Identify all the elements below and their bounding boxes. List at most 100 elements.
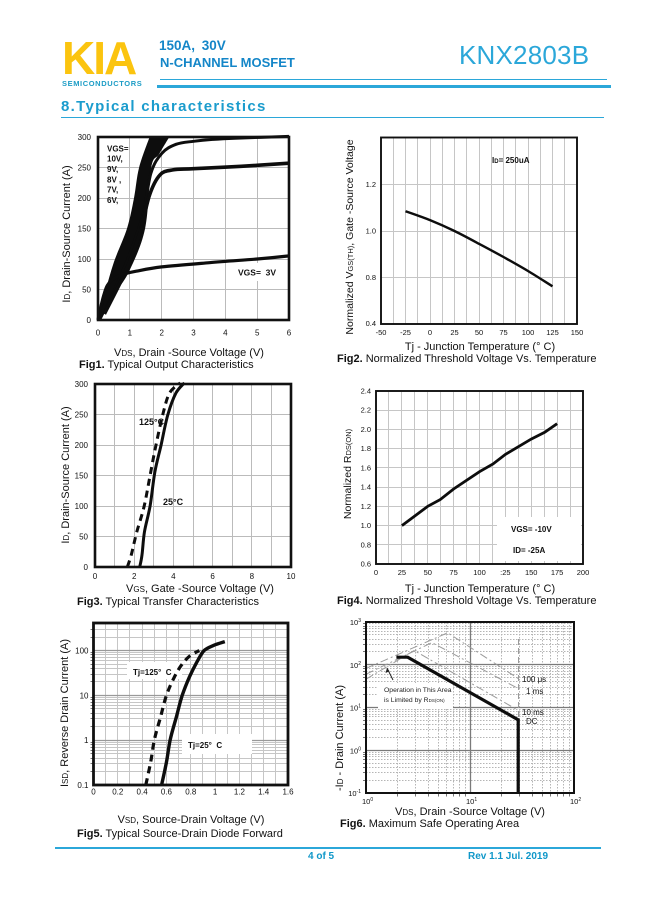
svg-text:1: 1 xyxy=(84,736,89,745)
svg-text:0.1: 0.1 xyxy=(77,781,89,790)
svg-text:0.2: 0.2 xyxy=(112,788,124,797)
svg-text:150: 150 xyxy=(78,225,92,234)
svg-text:VGS, Gate -Source Voltage (V): VGS, Gate -Source Voltage (V) xyxy=(126,583,274,595)
svg-text:1.2: 1.2 xyxy=(361,502,371,511)
svg-text:175: 175 xyxy=(551,568,564,577)
svg-text:6: 6 xyxy=(287,329,292,338)
svg-text:103: 103 xyxy=(350,618,361,627)
svg-text:25: 25 xyxy=(450,328,458,337)
svg-text:10 ms: 10 ms xyxy=(522,708,544,717)
svg-text:50: 50 xyxy=(79,533,88,542)
svg-text:5: 5 xyxy=(255,329,260,338)
svg-text:Fig3. Typical Transfer Charact: Fig3. Typical Transfer Characteristics xyxy=(77,596,259,608)
svg-text:3: 3 xyxy=(191,329,196,338)
svg-text:-50: -50 xyxy=(376,328,387,337)
svg-text:Tj - Junction Temperature (° C: Tj - Junction Temperature (° C) xyxy=(405,583,555,595)
svg-text:102: 102 xyxy=(570,797,581,806)
svg-text:50: 50 xyxy=(475,328,483,337)
svg-text:1 ms: 1 ms xyxy=(526,687,543,696)
svg-text:-ID - Drain Current (A): -ID - Drain Current (A) xyxy=(334,685,346,791)
svg-text:2.0: 2.0 xyxy=(361,425,371,434)
svg-text:100: 100 xyxy=(362,797,373,806)
svg-text:6: 6 xyxy=(210,572,215,581)
svg-text:10: 10 xyxy=(287,572,296,581)
svg-text:1.0: 1.0 xyxy=(361,521,371,530)
svg-text:50: 50 xyxy=(82,286,91,295)
svg-text:100 μs: 100 μs xyxy=(522,675,546,684)
svg-text:200: 200 xyxy=(78,194,92,203)
svg-text:0: 0 xyxy=(91,788,96,797)
svg-text:1.4: 1.4 xyxy=(361,483,371,492)
svg-text:10: 10 xyxy=(80,691,89,700)
svg-text:Tj=125° C: Tj=125° C xyxy=(133,668,172,677)
svg-text:75: 75 xyxy=(499,328,507,337)
svg-text:0: 0 xyxy=(84,563,89,572)
svg-text:Normalized RDS(ON): Normalized RDS(ON) xyxy=(342,428,354,519)
svg-text:Fig1. Typical Output Character: Fig1. Typical Output Characteristics xyxy=(79,359,254,371)
svg-text:ID, Drain-Source Current (A): ID, Drain-Source Current (A) xyxy=(60,406,72,543)
svg-text:VGS= 3V: VGS= 3V xyxy=(238,268,276,278)
svg-text:2.4: 2.4 xyxy=(361,387,371,396)
svg-text:0: 0 xyxy=(428,328,432,337)
svg-text:300: 300 xyxy=(78,133,92,142)
svg-text:0.4: 0.4 xyxy=(137,788,149,797)
svg-text:102: 102 xyxy=(350,661,361,670)
svg-text:Tj=25° C: Tj=25° C xyxy=(188,741,222,750)
svg-text:100: 100 xyxy=(78,255,92,264)
svg-text:Operation in This Area: Operation in This Area xyxy=(384,687,452,694)
svg-text:4: 4 xyxy=(171,572,176,581)
svg-text:25: 25 xyxy=(398,568,406,577)
svg-text:Normalized VGS(TH), Gate -Sour: Normalized VGS(TH), Gate -Source Voltage xyxy=(344,139,356,334)
svg-text:100: 100 xyxy=(522,328,535,337)
svg-text:1: 1 xyxy=(128,329,133,338)
svg-text:25°C: 25°C xyxy=(163,497,184,507)
svg-text::25: :25 xyxy=(500,568,510,577)
svg-text:ID= -25A: ID= -25A xyxy=(513,546,545,555)
svg-text:100: 100 xyxy=(350,746,361,755)
svg-text:125: 125 xyxy=(546,328,559,337)
svg-text:300: 300 xyxy=(75,380,89,389)
svg-text:0.6: 0.6 xyxy=(161,788,173,797)
svg-text:ID, Drain-Source Current (A): ID, Drain-Source Current (A) xyxy=(61,165,73,302)
svg-text:VDS, Drain -Source Voltage (V): VDS, Drain -Source Voltage (V) xyxy=(395,806,545,818)
svg-text:100: 100 xyxy=(75,647,89,656)
svg-text:1.4: 1.4 xyxy=(258,788,270,797)
svg-text:2: 2 xyxy=(132,572,137,581)
svg-text:Fig4. Normalized Threshold Vol: Fig4. Normalized Threshold Voltage Vs. T… xyxy=(337,595,596,607)
svg-text:100: 100 xyxy=(473,568,486,577)
svg-text:10V,: 10V, xyxy=(107,155,123,164)
svg-text:0: 0 xyxy=(93,572,98,581)
svg-text:0: 0 xyxy=(96,329,101,338)
svg-text:2.2: 2.2 xyxy=(361,406,371,415)
svg-text:1.2: 1.2 xyxy=(366,180,376,189)
svg-text:VSD, Source-Drain Voltage (V): VSD, Source-Drain Voltage (V) xyxy=(118,814,265,826)
svg-text:VGS= -10V: VGS= -10V xyxy=(511,525,552,534)
svg-text:10-1: 10-1 xyxy=(348,789,361,798)
svg-text:VDS, Drain -Source Voltage (V): VDS, Drain -Source Voltage (V) xyxy=(114,347,264,359)
svg-text:150: 150 xyxy=(75,472,89,481)
svg-text:Fig5. Typical Source-Drain Dio: Fig5. Typical Source-Drain Diode Forward xyxy=(77,828,283,840)
svg-text:0.8: 0.8 xyxy=(185,788,197,797)
svg-text:1.2: 1.2 xyxy=(234,788,246,797)
svg-text:200: 200 xyxy=(577,568,590,577)
svg-text:101: 101 xyxy=(350,704,361,713)
svg-text:1.6: 1.6 xyxy=(361,463,371,472)
svg-text:250: 250 xyxy=(78,164,92,173)
svg-text:Tj - Junction Temperature (° C: Tj - Junction Temperature (° C) xyxy=(405,341,555,353)
svg-text:0.8: 0.8 xyxy=(366,273,376,282)
svg-text:2: 2 xyxy=(159,329,164,338)
svg-text:4: 4 xyxy=(223,329,228,338)
svg-text:250: 250 xyxy=(75,411,89,420)
svg-text:200: 200 xyxy=(75,441,89,450)
svg-text:0: 0 xyxy=(87,316,92,325)
svg-text:1.0: 1.0 xyxy=(366,227,376,236)
svg-text:VGS=: VGS= xyxy=(107,144,129,153)
svg-text:6V,: 6V, xyxy=(107,196,118,205)
svg-text:9V,: 9V, xyxy=(107,165,118,174)
svg-text:75: 75 xyxy=(449,568,457,577)
svg-text:150: 150 xyxy=(525,568,538,577)
svg-text:0.8: 0.8 xyxy=(361,540,371,549)
svg-text:1.6: 1.6 xyxy=(282,788,294,797)
svg-text:Fig6. Maximum Safe Operating A: Fig6. Maximum Safe Operating Area xyxy=(340,818,520,830)
svg-text:50: 50 xyxy=(424,568,432,577)
